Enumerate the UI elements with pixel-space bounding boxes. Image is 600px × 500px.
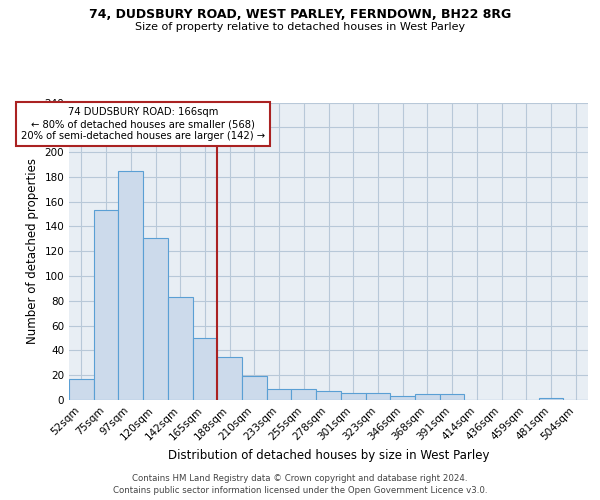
Text: Contains HM Land Registry data © Crown copyright and database right 2024.
Contai: Contains HM Land Registry data © Crown c… <box>113 474 487 495</box>
Bar <box>94 210 118 400</box>
Bar <box>440 394 464 400</box>
X-axis label: Distribution of detached houses by size in West Parley: Distribution of detached houses by size … <box>168 448 489 462</box>
Bar <box>168 297 193 400</box>
Bar <box>267 389 292 400</box>
Bar <box>292 389 316 400</box>
Bar <box>69 379 94 400</box>
Bar <box>143 238 168 400</box>
Y-axis label: Number of detached properties: Number of detached properties <box>26 158 39 344</box>
Text: 74, DUDSBURY ROAD, WEST PARLEY, FERNDOWN, BH22 8RG: 74, DUDSBURY ROAD, WEST PARLEY, FERNDOWN… <box>89 8 511 20</box>
Bar <box>365 392 390 400</box>
Bar <box>193 338 217 400</box>
Bar <box>242 376 267 400</box>
Bar <box>217 356 242 400</box>
Bar <box>316 392 341 400</box>
Text: Size of property relative to detached houses in West Parley: Size of property relative to detached ho… <box>135 22 465 32</box>
Bar <box>341 392 365 400</box>
Bar <box>415 394 440 400</box>
Bar <box>539 398 563 400</box>
Text: 74 DUDSBURY ROAD: 166sqm
← 80% of detached houses are smaller (568)
20% of semi-: 74 DUDSBURY ROAD: 166sqm ← 80% of detach… <box>21 108 265 140</box>
Bar <box>118 170 143 400</box>
Bar <box>390 396 415 400</box>
